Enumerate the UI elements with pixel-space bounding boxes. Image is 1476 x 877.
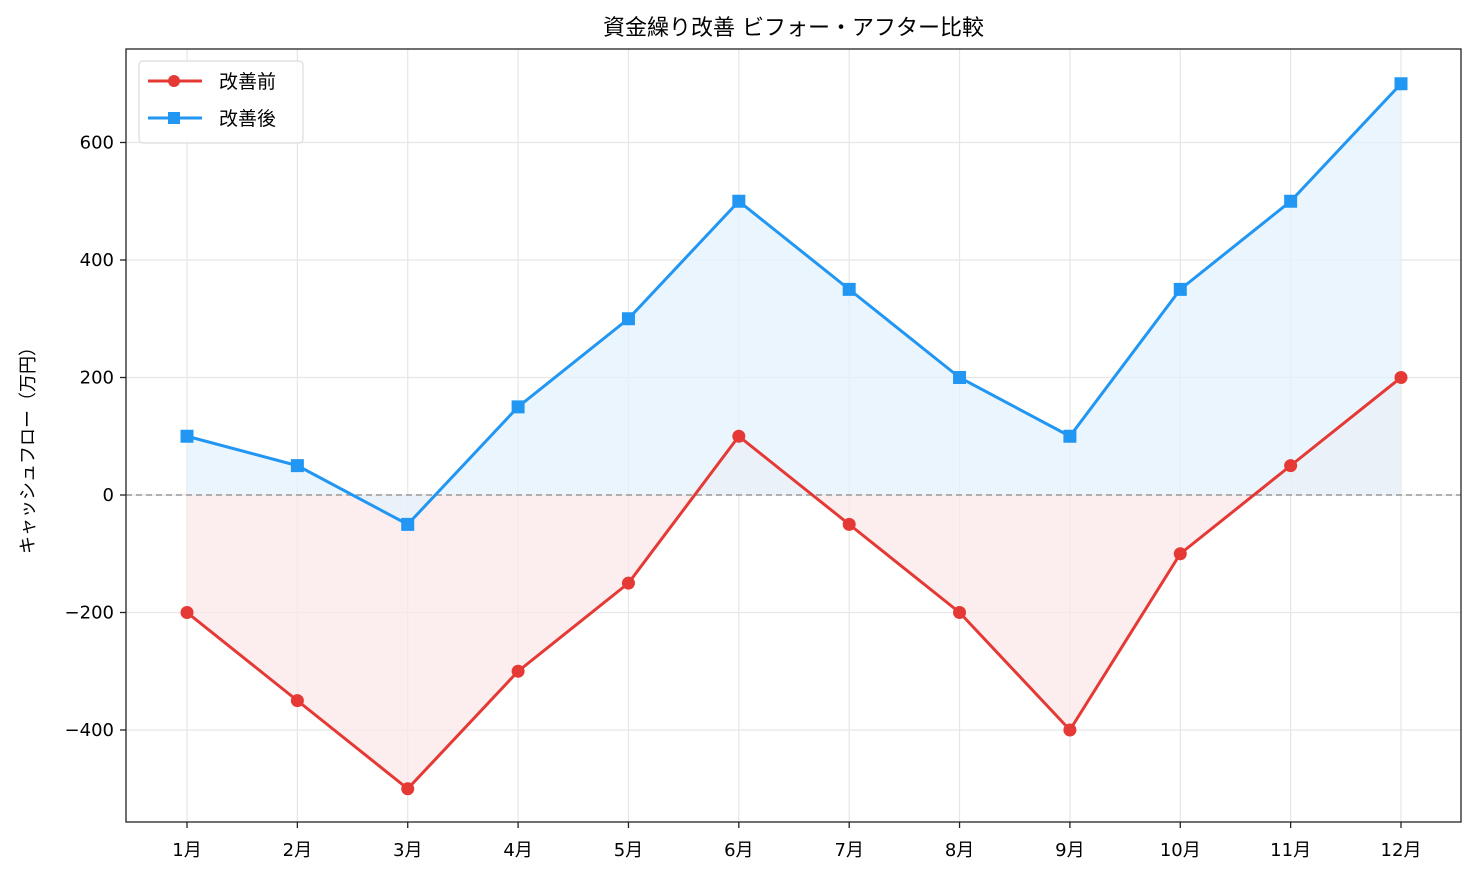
x-tick-label: 12月	[1381, 840, 1422, 861]
circle-marker-icon[interactable]	[511, 664, 525, 678]
legend-item-after[interactable]: 改善後	[148, 108, 276, 130]
circle-marker-icon[interactable]	[1063, 723, 1077, 737]
circle-marker-icon[interactable]	[953, 606, 967, 619]
square-marker-icon[interactable]	[621, 312, 635, 326]
series-line	[186, 376, 1402, 791]
legend: 改善前 改善後	[138, 60, 304, 144]
circle-marker-icon	[168, 75, 180, 87]
square-marker-icon[interactable]	[1173, 282, 1187, 296]
x-tick-label: 4月	[503, 840, 532, 861]
y-tick-label: 400	[80, 250, 114, 271]
y-tick-label: −200	[65, 603, 114, 624]
legend-item-before[interactable]: 改善前	[148, 71, 276, 93]
circle-marker-icon[interactable]	[621, 576, 635, 590]
y-tick-label: 0	[103, 485, 114, 506]
square-marker-icon[interactable]	[1394, 77, 1408, 91]
plot-area-frame	[125, 48, 1462, 823]
circle-marker-icon[interactable]	[1284, 459, 1298, 473]
x-tick-label: 6月	[724, 840, 753, 861]
square-marker-icon[interactable]	[732, 194, 746, 208]
square-marker-icon[interactable]	[842, 282, 856, 296]
square-marker-icon[interactable]	[1063, 429, 1077, 443]
legend-label-before: 改善前	[219, 71, 276, 93]
x-tick-label: 7月	[834, 840, 863, 861]
chart-title: 資金繰り改善 ビフォー・アフター比較	[603, 16, 984, 41]
x-tick-label: 5月	[614, 840, 643, 861]
series-lines	[180, 77, 1408, 796]
y-tick-label: 200	[80, 368, 114, 389]
x-tick-label: 10月	[1160, 840, 1201, 861]
area-fill	[187, 83, 1401, 525]
square-marker-icon[interactable]	[290, 459, 304, 473]
circle-marker-icon[interactable]	[1173, 547, 1187, 561]
area-fill	[187, 377, 1401, 789]
circle-marker-icon[interactable]	[1394, 371, 1408, 384]
circle-marker-icon[interactable]	[401, 782, 415, 796]
x-tick-label: 8月	[945, 840, 974, 861]
square-marker-icon	[168, 112, 180, 124]
legend-label-after: 改善後	[219, 108, 276, 130]
x-tick-label: 3月	[393, 840, 422, 861]
y-axis-label: キャッシュフロー（万円）	[18, 338, 39, 554]
series-line	[186, 82, 1403, 526]
x-tick-label: 9月	[1055, 840, 1084, 861]
x-tick-label: 1月	[172, 840, 201, 861]
square-marker-icon[interactable]	[1284, 194, 1298, 208]
circle-marker-icon[interactable]	[732, 429, 746, 443]
circle-marker-icon[interactable]	[842, 517, 856, 531]
square-marker-icon[interactable]	[180, 429, 194, 443]
circle-marker-icon[interactable]	[180, 606, 194, 619]
x-tick-label: 11月	[1270, 840, 1311, 861]
y-tick-label: −400	[65, 720, 114, 741]
square-marker-icon[interactable]	[511, 400, 525, 414]
x-axis: 1月 2月 3月 4月 5月 6月 7月 8月 9月 10月 11月 12月	[172, 822, 1421, 861]
y-tick-label: 600	[80, 133, 114, 154]
square-marker-icon[interactable]	[953, 371, 967, 384]
square-marker-icon[interactable]	[401, 517, 415, 531]
y-axis: 600 400 200 0 −200 −400	[65, 133, 126, 741]
area-fills	[187, 83, 1401, 789]
x-tick-label: 2月	[283, 840, 312, 861]
circle-marker-icon[interactable]	[290, 694, 304, 708]
